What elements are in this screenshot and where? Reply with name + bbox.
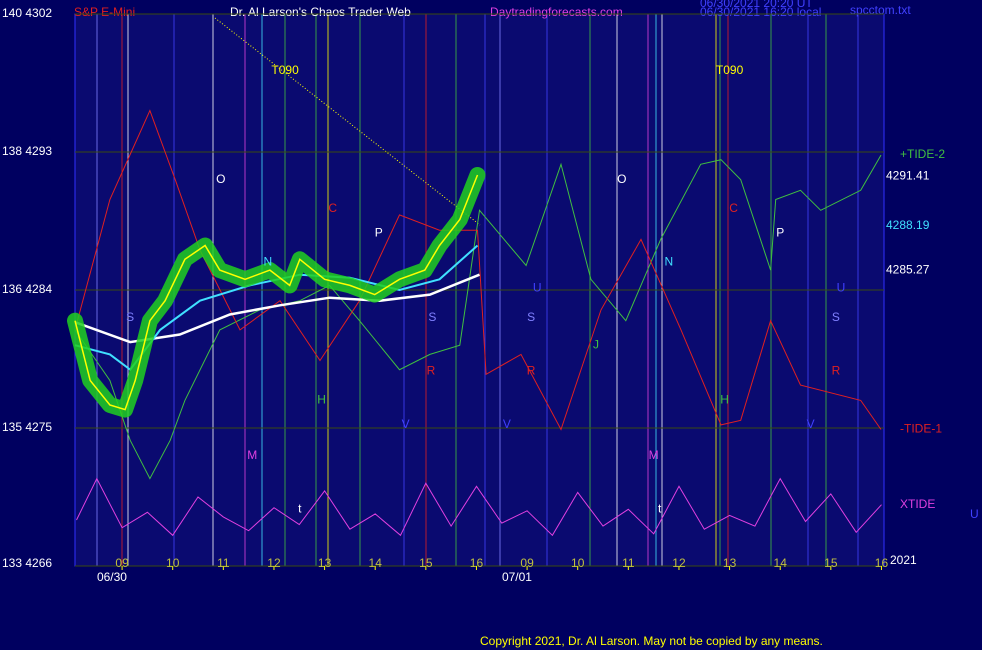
- annotation: S: [832, 310, 840, 324]
- y-tick-label: 138 4293: [2, 144, 52, 158]
- website: Daytradingforecasts.com: [490, 5, 623, 19]
- annotation: J: [593, 337, 599, 351]
- series-line: [74, 109, 882, 431]
- legend-label: XTIDE: [900, 497, 935, 511]
- annotation: U: [533, 281, 542, 295]
- annotation: R: [427, 363, 436, 377]
- y-tick-label: 136 4284: [2, 282, 52, 296]
- annotation: H: [317, 393, 326, 407]
- annotation: T090: [716, 63, 744, 77]
- x-tick-label: 15: [824, 556, 838, 570]
- annotation: V: [402, 417, 410, 431]
- series-line: [74, 154, 882, 480]
- annotation: P: [776, 225, 784, 239]
- x-tick-label: 16: [470, 556, 484, 570]
- symbol: S&P E-Mini: [74, 5, 135, 19]
- annotation: R: [527, 363, 536, 377]
- x-tick-label: 15: [419, 556, 433, 570]
- annotation: S: [126, 310, 134, 324]
- x-tick-label: 09: [520, 556, 534, 570]
- y-tick-label: 140 4302: [2, 6, 52, 20]
- date-label: 06/30: [97, 570, 127, 584]
- y-tick-label: 135 4275: [2, 420, 52, 434]
- file-name: spcctom.txt: [850, 3, 911, 17]
- annotation: V: [807, 417, 815, 431]
- x-tick-label: 11: [217, 556, 230, 570]
- price-level: 4285.27: [886, 263, 930, 277]
- annotation: C: [729, 201, 738, 215]
- year-label: 2021: [890, 553, 917, 567]
- annotation: T090: [271, 63, 299, 77]
- annotation: O: [617, 172, 626, 186]
- legend-label: -TIDE-1: [900, 422, 942, 436]
- annotation: V: [503, 417, 511, 431]
- annotation: M: [649, 448, 659, 462]
- x-tick-label: 09: [115, 556, 129, 570]
- annotation: N: [665, 255, 674, 269]
- timestamp: 06/30/2021 20:20 UT: [700, 0, 813, 10]
- legend-label: +TIDE-2: [900, 147, 945, 161]
- annotation: H: [720, 393, 729, 407]
- x-tick-label: 14: [774, 556, 788, 570]
- x-tick-label: 12: [672, 556, 686, 570]
- annotation: R: [832, 363, 841, 377]
- copyright: Copyright 2021, Dr. Al Larson. May not b…: [480, 634, 823, 648]
- annotation: t: [298, 501, 302, 515]
- annotation: S: [428, 310, 436, 324]
- x-tick-label: 13: [318, 556, 332, 570]
- annotation: U: [837, 281, 846, 295]
- x-tick-label: 10: [166, 556, 180, 570]
- timestamp: 06/30/2021 16:20 local: [700, 5, 821, 19]
- x-tick-label: 13: [723, 556, 737, 570]
- annotation: P: [375, 225, 383, 239]
- annotation: t: [658, 501, 662, 515]
- trend-line: [214, 17, 481, 226]
- annotation: C: [328, 201, 337, 215]
- series-line: [74, 174, 479, 411]
- x-tick-label: 16: [875, 556, 889, 570]
- date-label: 07/01: [502, 570, 532, 584]
- price-level: 4291.41: [886, 169, 930, 183]
- chart-title: Dr. Al Larson's Chaos Trader Web: [230, 5, 411, 19]
- annotation: S: [527, 310, 535, 324]
- annotation: N: [264, 255, 273, 269]
- price-level: 4288.19: [886, 218, 930, 232]
- x-tick-label: 10: [571, 556, 585, 570]
- x-tick-label: 11: [622, 556, 635, 570]
- series-line: [76, 477, 882, 537]
- x-tick-label: 14: [369, 556, 383, 570]
- y-tick-label: 133 4266: [2, 556, 52, 570]
- annotation: O: [216, 172, 225, 186]
- x-tick-label: 12: [267, 556, 281, 570]
- corner-label: U: [970, 507, 979, 521]
- annotation: M: [247, 448, 257, 462]
